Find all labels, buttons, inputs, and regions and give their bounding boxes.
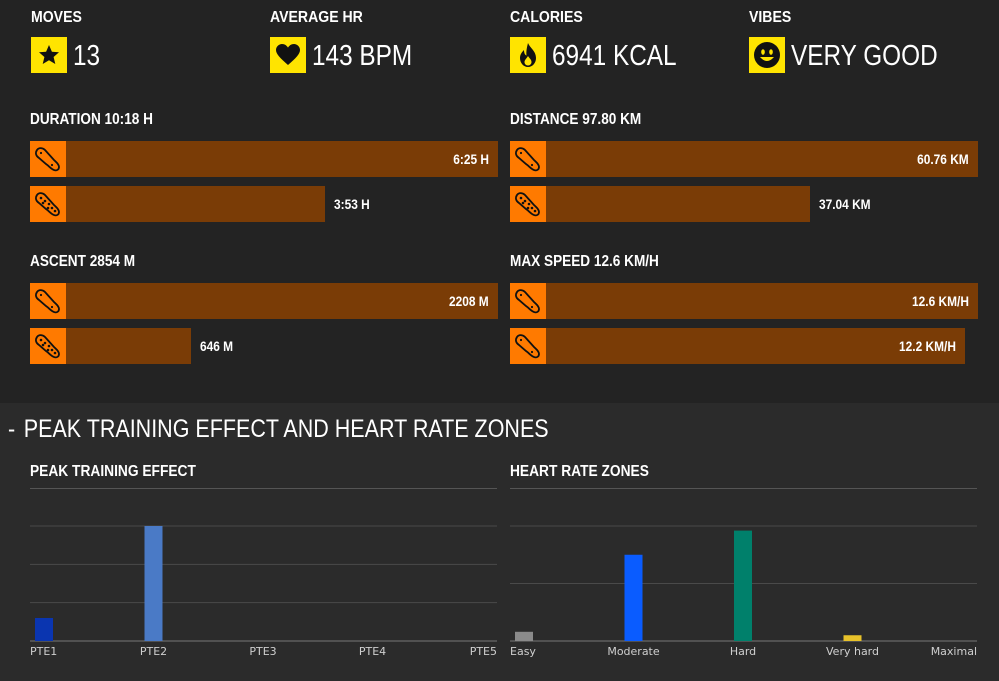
chart-title: PEAK TRAINING EFFECT (30, 463, 196, 480)
bar-group-title: ASCENT 2854 M (30, 253, 136, 270)
bar-row: 646 M (30, 328, 498, 364)
stat-value: 13 (73, 40, 101, 72)
bar-value: 12.2 KM/H (899, 338, 956, 354)
x-tick-label: PTE3 (249, 645, 276, 658)
bar-fill (546, 328, 965, 364)
bar-fill (66, 186, 325, 222)
shoe-icon (30, 283, 66, 319)
smiley-icon (749, 37, 785, 73)
bar-fill (66, 283, 498, 319)
bar-row: 37.04 KM (510, 186, 978, 222)
bar-fill (546, 283, 978, 319)
bar-group-distance: DISTANCE 97.80 KM 60.76 KM 37.04 KM (510, 111, 978, 223)
shoe-dotted-icon (30, 186, 66, 222)
chart-bar (35, 618, 53, 641)
bar-row: 60.76 KM (510, 141, 978, 177)
bar-value: 646 M (200, 338, 234, 354)
bar-value: 12.6 KM/H (912, 293, 969, 309)
chart-bar (734, 530, 752, 641)
bar-row: 6:25 H (30, 141, 498, 177)
bar-group-title: MAX SPEED 12.6 KM/H (510, 253, 659, 270)
collapse-toggle[interactable]: - (8, 415, 16, 443)
peak-training-effect-chart: PEAK TRAINING EFFECT PTE1 PTE2 PTE3 PTE4 PTE… (30, 460, 498, 670)
x-tick-label: PTE2 (140, 645, 167, 658)
bar-row: 2208 M (30, 283, 498, 319)
section-header[interactable]: - PEAK TRAINING EFFECT AND HEART RATE ZON… (8, 415, 549, 444)
chart-bar (843, 635, 862, 641)
bar-value: 60.76 KM (917, 151, 969, 167)
shoe-icon (30, 141, 66, 177)
x-tick-label: Very hard (826, 645, 879, 658)
bar-row: 3:53 H (30, 186, 498, 222)
chart-title-divider (30, 488, 497, 489)
stat-label: CALORIES (510, 9, 583, 26)
bar-value: 6:25 H (453, 151, 489, 167)
stat-label: AVERAGE HR (270, 9, 363, 26)
bar-group-ascent: ASCENT 2854 M 2208 M 646 M (30, 253, 498, 365)
bar-fill (66, 328, 191, 364)
bar-group-max-speed: MAX SPEED 12.6 KM/H 12.6 KM/H 12.2 KM/H (510, 253, 978, 365)
x-tick-label: Hard (730, 645, 756, 658)
stat-value: VERY GOOD (791, 40, 938, 72)
bar-row: 12.2 KM/H (510, 328, 978, 364)
chart-bar (515, 631, 533, 641)
x-tick-label: Maximal (931, 645, 977, 658)
shoe-icon (510, 283, 546, 319)
stat-label: MOVES (31, 9, 82, 26)
shoe-icon (510, 141, 546, 177)
flame-icon (510, 37, 546, 73)
bar-group-title: DURATION 10:18 H (30, 111, 153, 128)
shoe-icon (510, 328, 546, 364)
x-tick-label: Easy (510, 645, 536, 658)
bar-value: 37.04 KM (819, 196, 871, 212)
chart-bar (144, 526, 163, 641)
x-tick-label: PTE1 (30, 645, 57, 658)
training-effect-panel (0, 403, 999, 681)
heart-icon (270, 37, 306, 73)
chart-canvas: PTE1 PTE2 PTE3 PTE4 PTE5 (30, 525, 497, 658)
stat-label: VIBES (749, 9, 792, 26)
bar-value: 3:53 H (334, 196, 370, 212)
x-tick-label: PTE4 (359, 645, 386, 658)
summary-panel: MOVES 13 AVERAGE HR 143 BPM CALORIES 694… (30, 9, 978, 365)
bar-fill (546, 186, 810, 222)
star-icon (31, 37, 67, 73)
heart-rate-zones-chart: HEART RATE ZONES Easy Moderate Hard Very ha… (510, 460, 978, 670)
chart-bar (624, 554, 643, 641)
bar-fill (546, 141, 978, 177)
chart-canvas: Easy Moderate Hard Very hard Maximal (510, 525, 977, 658)
stat-value: 6941 KCAL (552, 40, 677, 72)
shoe-dotted-icon (30, 328, 66, 364)
bar-row: 12.6 KM/H (510, 283, 978, 319)
x-tick-label: PTE5 (470, 645, 497, 658)
chart-title: HEART RATE ZONES (510, 463, 649, 480)
bar-value: 2208 M (449, 293, 489, 309)
bar-fill (66, 141, 498, 177)
stat-value: 143 BPM (312, 40, 413, 72)
shoe-dotted-icon (510, 186, 546, 222)
bar-group-title: DISTANCE 97.80 KM (510, 111, 642, 128)
x-tick-label: Moderate (607, 645, 660, 658)
bar-group-duration: DURATION 10:18 H 6:25 H 3:53 H (30, 111, 498, 223)
section-title: PEAK TRAINING EFFECT AND HEART RATE ZONE… (23, 415, 549, 443)
chart-title-divider (510, 488, 977, 489)
